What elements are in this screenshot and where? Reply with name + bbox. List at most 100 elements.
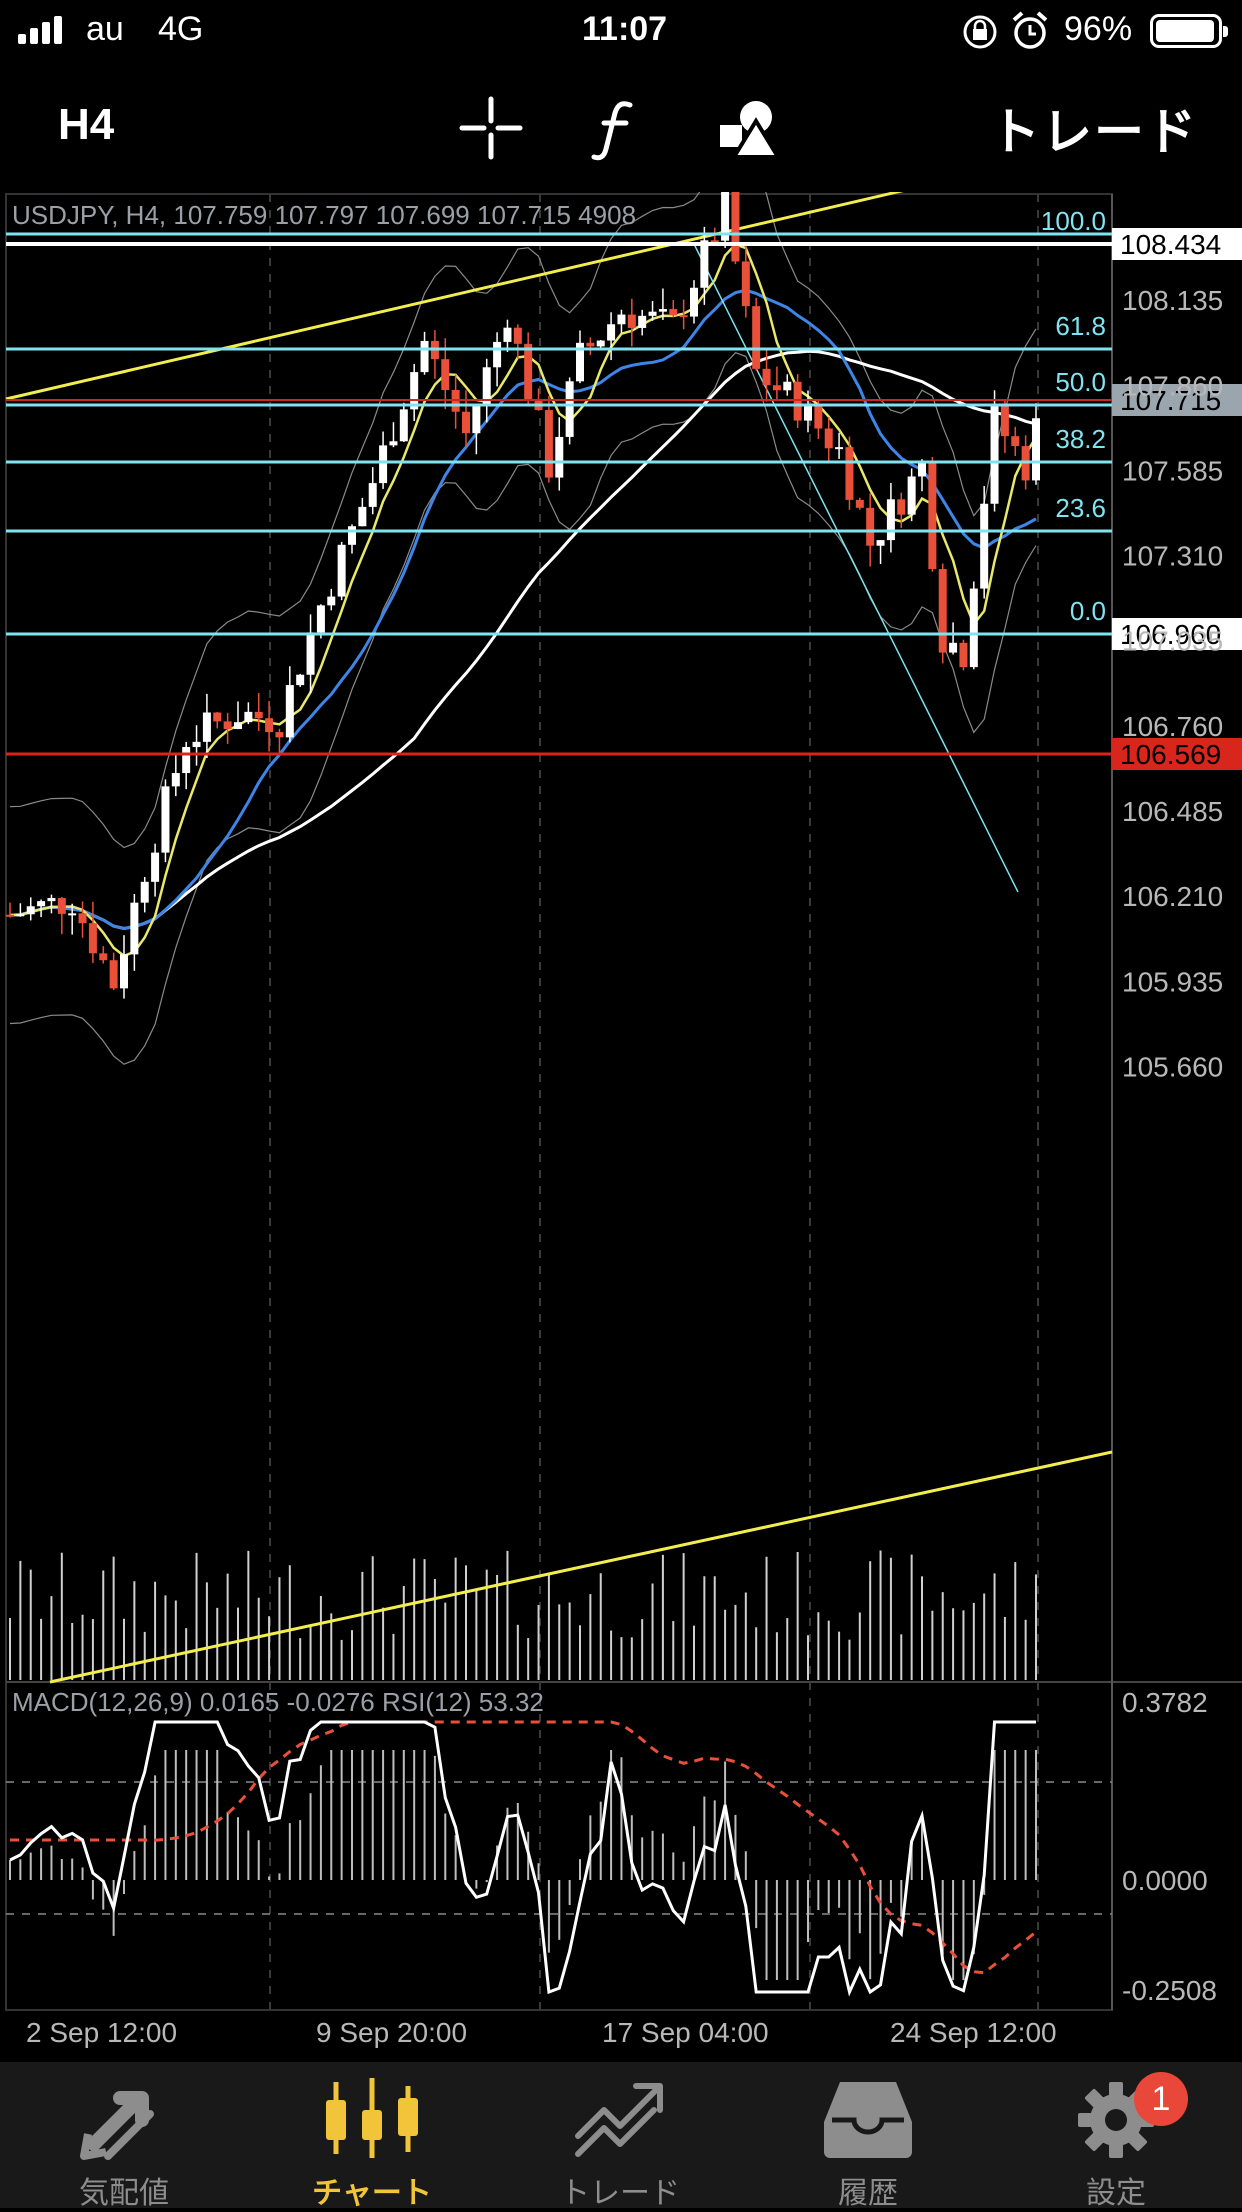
price-tick-label: 107.585 bbox=[1122, 455, 1223, 486]
candle-body bbox=[109, 960, 118, 989]
candle-body bbox=[586, 342, 595, 347]
price-tick-label: 106.485 bbox=[1122, 796, 1223, 827]
candle-body bbox=[866, 507, 875, 546]
candlestick-chart-icon bbox=[326, 2078, 418, 2158]
candle-body bbox=[855, 499, 864, 508]
candle-body bbox=[182, 747, 191, 774]
candle-body bbox=[607, 324, 616, 341]
candle-body bbox=[472, 406, 481, 434]
price-tick-label: 105.660 bbox=[1122, 1051, 1223, 1082]
candle-body bbox=[835, 447, 844, 450]
ma-mid-line bbox=[9, 288, 1037, 931]
candle-body bbox=[285, 685, 294, 738]
price-marker-label: 106.569 bbox=[1120, 739, 1221, 770]
candle-body bbox=[555, 436, 564, 478]
orientation-lock-icon bbox=[963, 15, 997, 49]
nav-quotes[interactable]: 気配値 bbox=[0, 2062, 248, 2210]
candle-body bbox=[348, 526, 356, 545]
candle-body bbox=[949, 642, 958, 653]
candle-body bbox=[690, 287, 698, 317]
macd-signal-line bbox=[10, 1720, 1037, 1975]
candle-body bbox=[752, 306, 761, 369]
history-inbox-icon bbox=[824, 2082, 912, 2158]
fib-level-label: 100.0 bbox=[1041, 206, 1106, 236]
candle-body bbox=[316, 605, 325, 633]
candle-body bbox=[596, 340, 605, 347]
candle-body bbox=[783, 381, 792, 391]
candle-body bbox=[327, 596, 336, 606]
candle-body bbox=[741, 261, 750, 307]
time-axis-label: 9 Sep 20:00 bbox=[316, 2017, 467, 2048]
candle-body bbox=[223, 721, 232, 730]
candle-body bbox=[254, 711, 263, 719]
status-time: 11:07 bbox=[582, 10, 668, 48]
candle-body bbox=[627, 314, 636, 328]
timeframe-button[interactable]: H4 bbox=[58, 100, 115, 149]
candle-body bbox=[959, 642, 968, 668]
candle-body bbox=[26, 906, 35, 915]
candle-body bbox=[731, 192, 740, 262]
function-icon[interactable] bbox=[584, 95, 650, 161]
chart-grid bbox=[5, 193, 1242, 2011]
nav-label: トレード bbox=[560, 2177, 680, 2210]
candle-body bbox=[679, 315, 688, 318]
bollinger-lower-line bbox=[9, 352, 1037, 1065]
candle-body bbox=[6, 914, 14, 917]
candle-body bbox=[265, 718, 274, 733]
candle-body bbox=[762, 368, 771, 386]
crosshair-icon[interactable] bbox=[458, 95, 524, 161]
nav-label: チャート bbox=[312, 2177, 432, 2210]
candle-body bbox=[358, 506, 367, 527]
trade-trend-icon bbox=[575, 2083, 663, 2157]
ma-fast-line bbox=[9, 242, 1038, 958]
candle-body bbox=[897, 499, 906, 515]
candle-body bbox=[544, 410, 553, 478]
candle-body bbox=[462, 411, 470, 434]
rsi-line bbox=[9, 1720, 1036, 1997]
candle-body bbox=[337, 544, 346, 597]
candle-body bbox=[140, 881, 149, 903]
candle-body bbox=[938, 569, 947, 653]
chart-ohlc-header: USDJPY, H4, 107.759 107.797 107.699 107.… bbox=[12, 200, 636, 230]
horizontal-levels: 100.061.850.038.223.60.0108.434107.71510… bbox=[6, 206, 1242, 770]
candle-body bbox=[638, 315, 647, 328]
bollinger-upper-line bbox=[9, 192, 1037, 849]
candle-body bbox=[151, 852, 160, 882]
candle-body bbox=[88, 923, 97, 954]
price-marker-label: 106.960 bbox=[1120, 619, 1221, 650]
nav-trade[interactable]: トレード bbox=[496, 2062, 744, 2210]
nav-label: 設定 bbox=[1086, 2177, 1146, 2210]
candle-body bbox=[244, 711, 253, 723]
price-marker-tag bbox=[1112, 228, 1242, 260]
price-marker-label: 108.434 bbox=[1120, 229, 1221, 260]
candle-body bbox=[47, 898, 56, 902]
candle-body bbox=[648, 311, 657, 316]
candle-body bbox=[120, 954, 128, 989]
candle-body bbox=[918, 462, 926, 477]
fib-level-label: 23.6 bbox=[1055, 493, 1106, 523]
battery-percent: 96% bbox=[1064, 10, 1133, 48]
trade-button[interactable]: トレード bbox=[990, 104, 1198, 160]
candle-body bbox=[990, 404, 999, 504]
candle-body bbox=[907, 476, 916, 515]
candle-body bbox=[130, 902, 139, 955]
candle-body bbox=[493, 341, 502, 368]
candle-body bbox=[57, 898, 66, 914]
candle-body bbox=[482, 367, 491, 407]
candle-body bbox=[379, 445, 388, 484]
shapes-icon[interactable] bbox=[716, 95, 782, 161]
ma-slow-line bbox=[9, 349, 1037, 931]
nav-chart[interactable]: チャート bbox=[248, 2062, 496, 2210]
candle-body bbox=[213, 712, 222, 722]
bottom-navigation: 気配値 チャート トレード 履歴 bbox=[0, 2062, 1242, 2210]
indicator-lines bbox=[5, 192, 1113, 1997]
price-tick-label: 108.135 bbox=[1122, 285, 1223, 316]
price-tick-label: 107.310 bbox=[1122, 541, 1223, 572]
price-chart[interactable]: 100.061.850.038.223.60.0108.434107.71510… bbox=[0, 192, 1242, 2060]
notification-badge: 1 bbox=[1134, 2072, 1188, 2126]
fib-anchor-line bbox=[693, 243, 1019, 893]
fib-level-label: 61.8 bbox=[1055, 311, 1106, 341]
nav-history[interactable]: 履歴 bbox=[744, 2062, 992, 2210]
candle-body bbox=[306, 632, 315, 675]
nav-settings[interactable]: 1 設定 bbox=[992, 2062, 1240, 2210]
